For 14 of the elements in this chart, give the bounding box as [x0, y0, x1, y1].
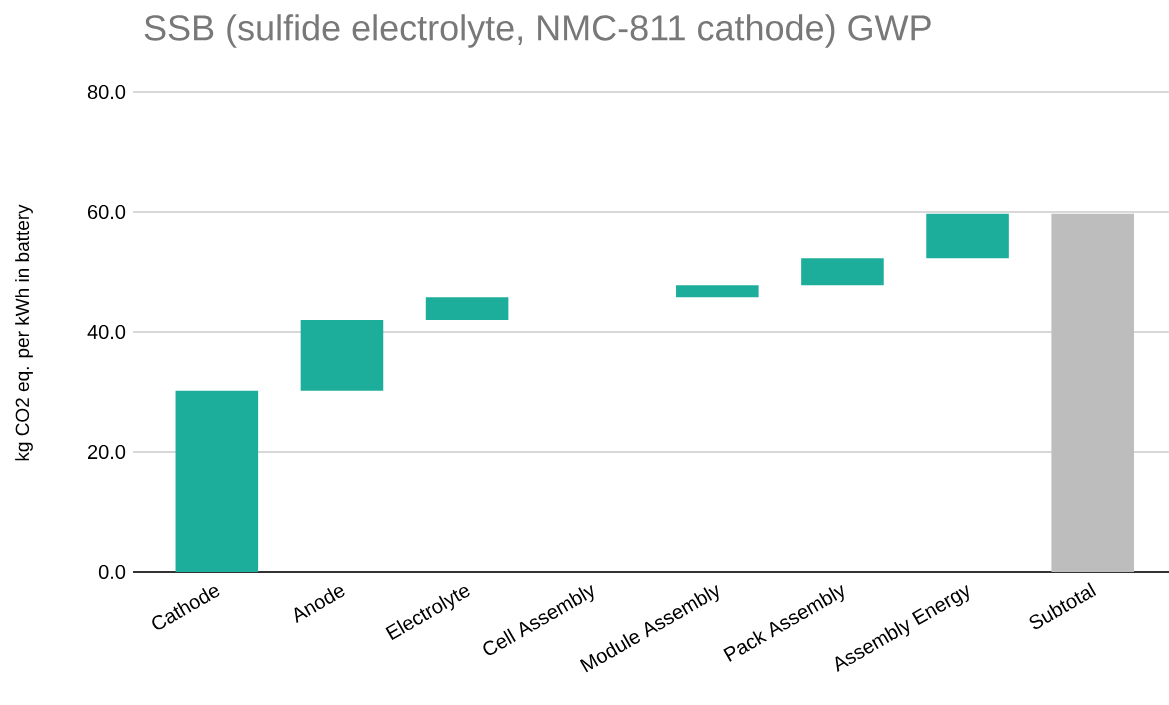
y-tick-label: 20.0: [88, 444, 126, 460]
bar: [926, 213, 1009, 259]
bar: [801, 258, 884, 286]
bar: [300, 320, 384, 391]
bar: [175, 390, 259, 572]
y-axis-title: kg CO2 eq. per kWh in battery: [15, 204, 33, 461]
bar: [1051, 213, 1134, 572]
y-tick-label: 60.0: [88, 204, 126, 220]
bar: [676, 285, 759, 298]
bar: [425, 297, 509, 320]
y-tick-label: 80.0: [87, 84, 126, 100]
chart-title: SSB (sulfide electrolyte, NMC-811 cathode) GWP: [144, 14, 931, 48]
y-tick-label: 0.0: [98, 564, 126, 580]
y-tick-label: 40.0: [87, 324, 126, 340]
